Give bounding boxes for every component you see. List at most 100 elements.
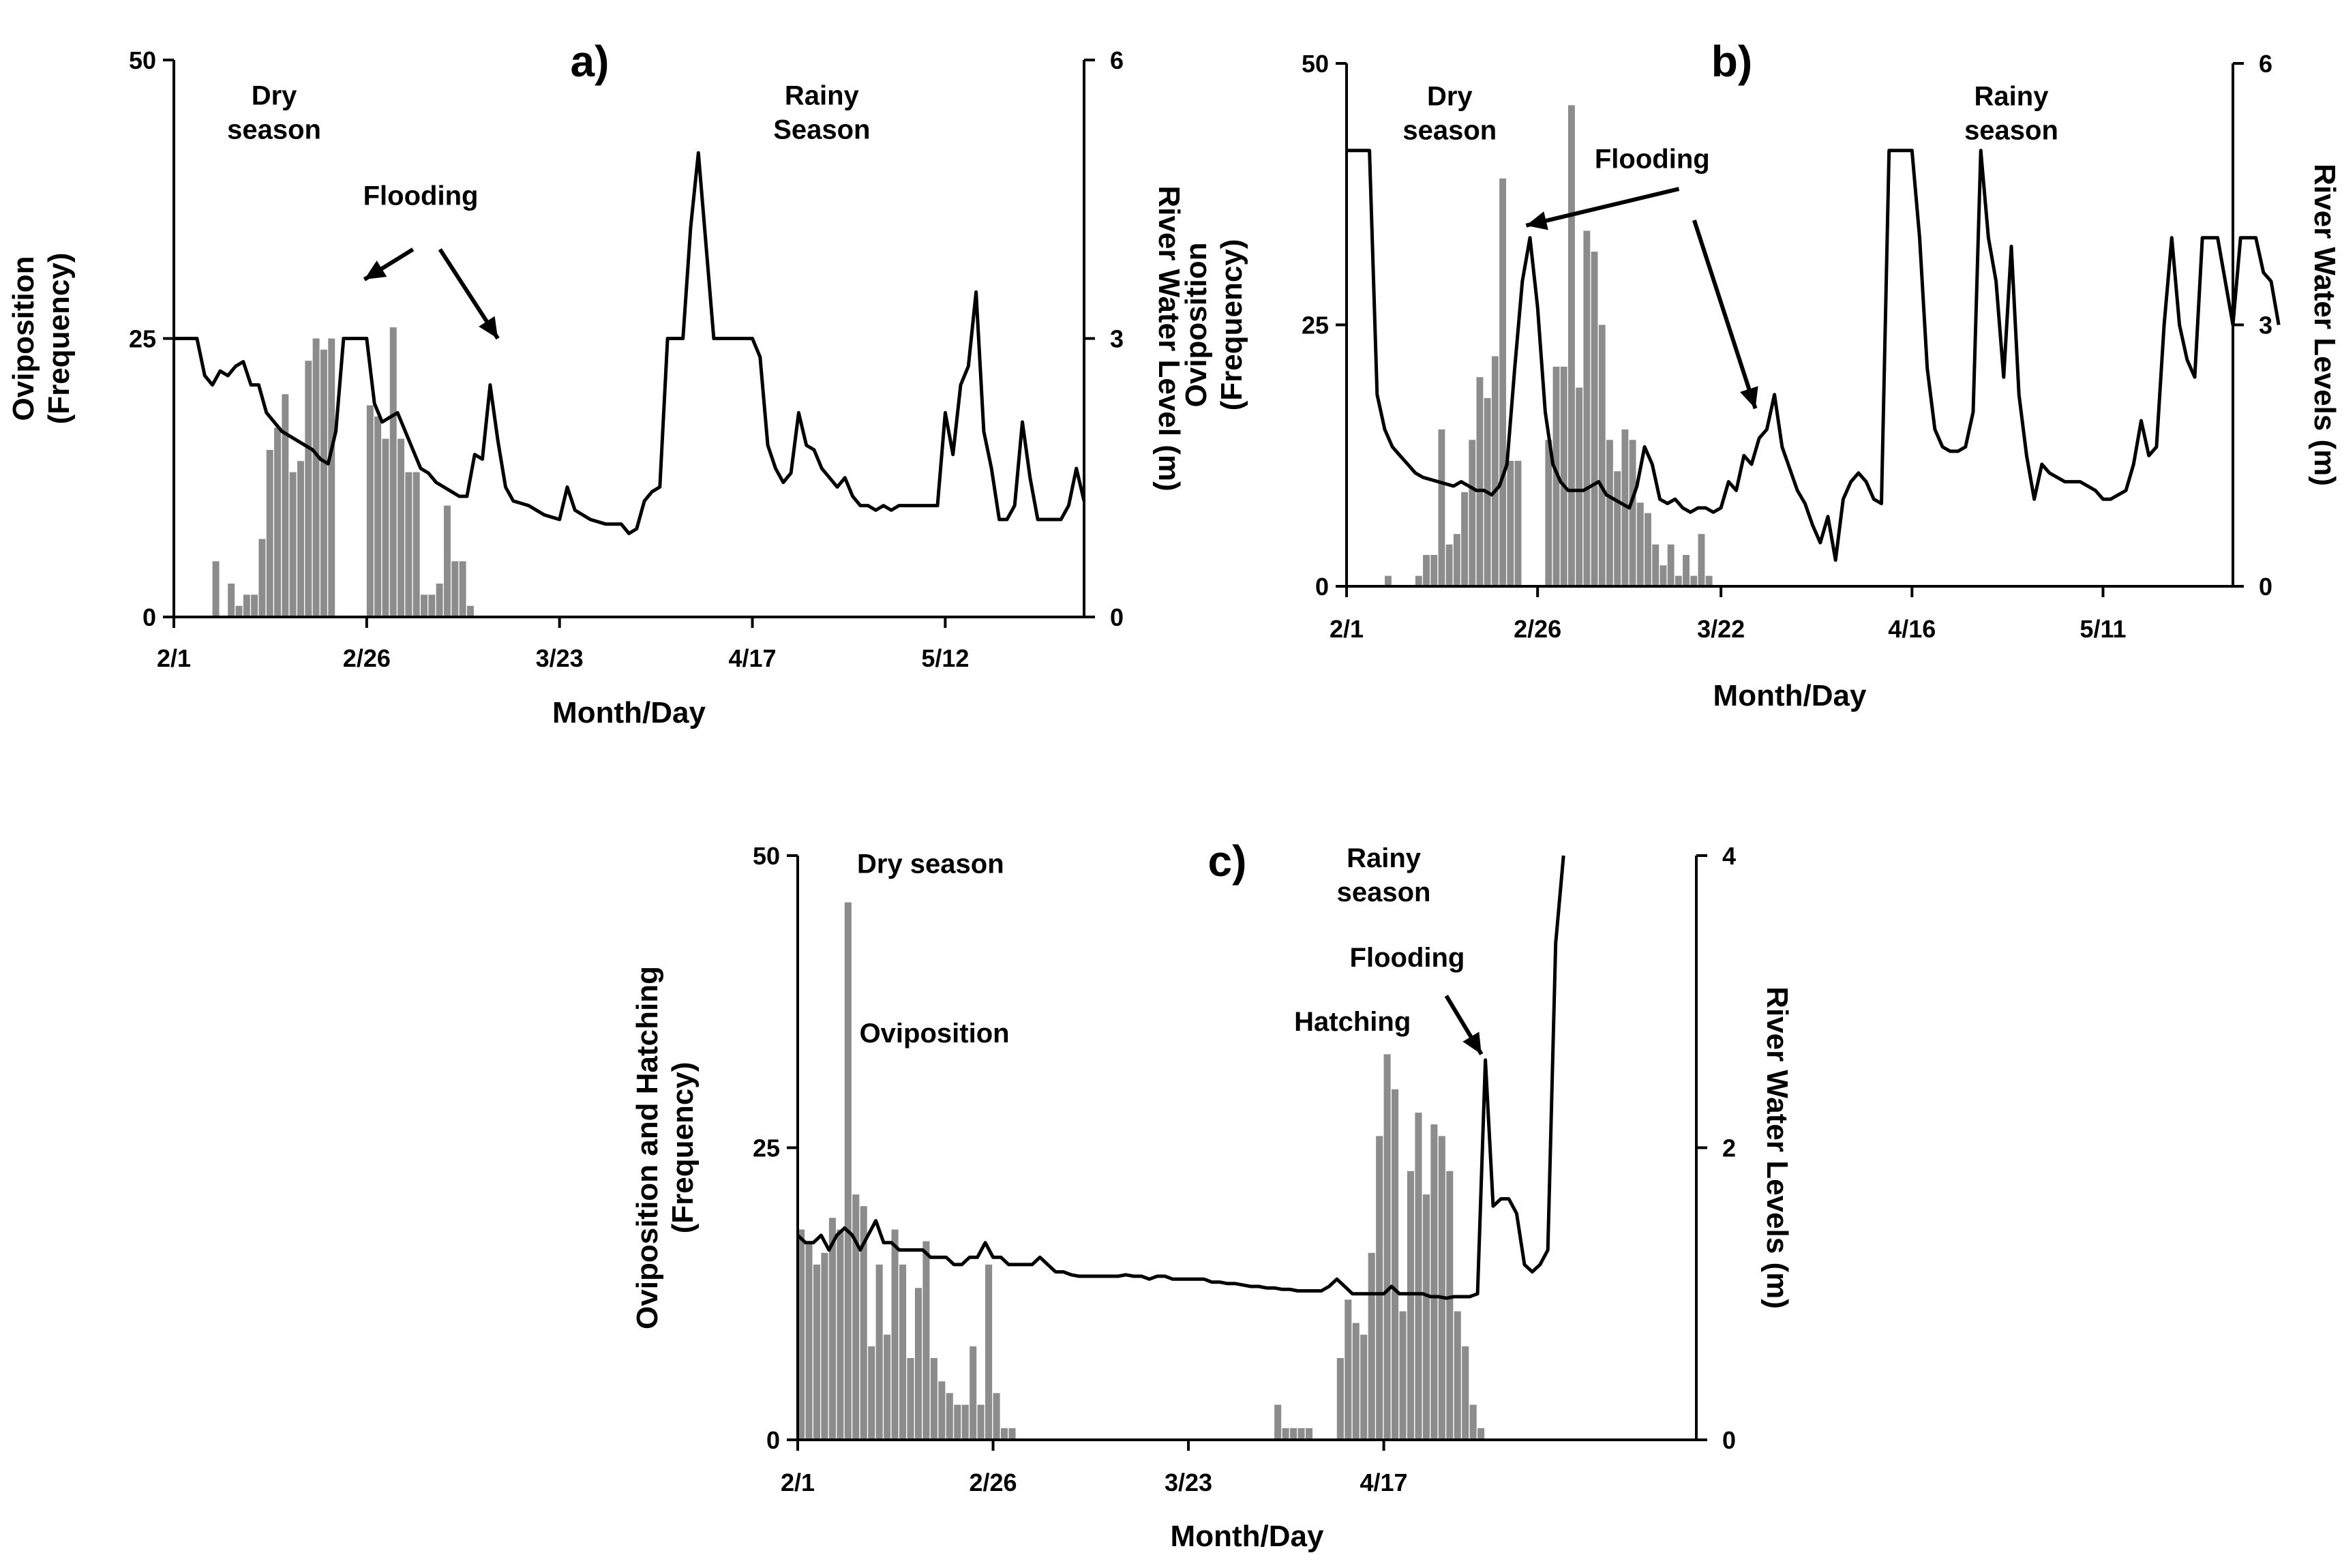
bar	[1568, 105, 1575, 587]
water-level-line	[174, 151, 1086, 535]
bar	[1000, 1428, 1008, 1440]
y-tick-right-label: 0	[2259, 573, 2272, 601]
bar	[1514, 460, 1522, 586]
annotation: Dry season	[857, 849, 1004, 879]
annotation: Flooding	[1595, 144, 1710, 174]
bar	[1305, 1428, 1313, 1440]
bar	[805, 1241, 813, 1440]
bar	[251, 594, 258, 617]
bar	[1008, 1428, 1016, 1440]
annotation: season	[227, 115, 321, 145]
arrow-head	[1739, 386, 1758, 409]
bar	[1462, 1346, 1469, 1440]
x-tick-label: 4/17	[728, 644, 776, 672]
bar	[828, 1218, 836, 1440]
bar	[1606, 440, 1613, 586]
bar	[1499, 178, 1506, 586]
y-tick-left-label: 25	[1302, 312, 1329, 340]
arrow-head	[364, 260, 387, 280]
annotation: Rainy	[1347, 843, 1422, 873]
bar	[212, 561, 220, 617]
bar	[1422, 1194, 1430, 1440]
bar	[243, 594, 250, 617]
bar	[1477, 1428, 1485, 1440]
x-tick-label: 2/1	[781, 1468, 815, 1496]
bar	[899, 1264, 907, 1440]
bar	[1545, 440, 1552, 586]
x-tick-label: 3/23	[1165, 1468, 1212, 1496]
y-tick-right-label: 2	[1722, 1134, 1736, 1162]
bar	[1385, 575, 1392, 586]
annotation: season	[1964, 115, 2058, 145]
panel-b: 2/1 2/26 3/22 4/16 5/11 0 25 50 0 3 6 Month/Day Ovip…	[1180, 37, 2341, 712]
arrow-head	[1526, 211, 1548, 230]
bar	[1705, 575, 1713, 586]
x-tick-label: 2/1	[157, 644, 191, 672]
annotation: season	[1337, 877, 1431, 907]
water-level-line	[796, 855, 1565, 1300]
y-tick-left-label: 50	[753, 842, 780, 870]
x-tick-label: 3/23	[536, 644, 584, 672]
x-tick-label: 5/11	[2080, 615, 2126, 643]
bar	[1438, 1136, 1445, 1440]
x-tick-label: 2/26	[1514, 615, 1561, 643]
bar	[1652, 544, 1660, 586]
bar	[436, 583, 443, 617]
bar	[1453, 534, 1460, 586]
bar	[1476, 377, 1484, 586]
y-axis-right-label: River Water Levels (m)	[1760, 986, 1794, 1309]
bar	[266, 449, 273, 617]
annotation: Dry	[1427, 81, 1473, 111]
bar	[374, 416, 382, 617]
bar	[1675, 575, 1682, 586]
x-tick-label: 5/12	[921, 644, 969, 672]
panel-label: c)	[1208, 836, 1247, 886]
annotation: season	[1402, 115, 1497, 145]
bar	[1645, 513, 1651, 586]
bar	[1698, 534, 1705, 586]
bar	[1345, 1299, 1352, 1440]
bar	[1454, 1311, 1461, 1440]
bar	[907, 1358, 914, 1440]
x-tick-label: 2/1	[1330, 615, 1364, 643]
bar	[798, 1229, 805, 1440]
y-axis-left-label: (Frequency)	[666, 1062, 700, 1234]
x-axis-label: Month/Day	[1171, 1520, 1324, 1553]
y-axis-left-label: Oviposition	[1180, 243, 1213, 408]
bar	[421, 594, 427, 617]
bar	[1352, 1323, 1360, 1440]
bar	[228, 583, 235, 617]
bar	[366, 405, 374, 617]
bar	[382, 438, 389, 617]
bar	[297, 461, 304, 617]
bar	[970, 1346, 977, 1440]
bar	[1383, 1054, 1391, 1440]
y-tick-right-label: 4	[1722, 842, 1736, 870]
bar	[1507, 460, 1514, 586]
bar	[1576, 387, 1583, 586]
bar	[1560, 366, 1567, 586]
bar	[312, 338, 320, 617]
bar	[1552, 366, 1560, 586]
bar	[946, 1393, 953, 1440]
bar	[977, 1404, 985, 1440]
annotation: Rainy	[1975, 81, 2050, 111]
bar	[914, 1288, 922, 1440]
bar	[852, 1194, 860, 1440]
water-level-line	[1347, 149, 2281, 562]
x-tick-label: 2/26	[343, 644, 391, 672]
arrow-shaft	[1692, 220, 1758, 410]
bar	[1407, 1171, 1415, 1440]
bar	[884, 1334, 891, 1440]
bar	[938, 1381, 946, 1440]
bar	[320, 349, 327, 617]
y-tick-right-label: 3	[1110, 325, 1124, 353]
bar	[1614, 471, 1621, 586]
bar	[1591, 252, 1598, 586]
bar	[954, 1404, 961, 1440]
bar	[235, 605, 243, 617]
bar	[1430, 554, 1438, 586]
bar	[428, 594, 436, 617]
bar	[1621, 429, 1629, 586]
arrow-head	[1462, 1031, 1482, 1055]
